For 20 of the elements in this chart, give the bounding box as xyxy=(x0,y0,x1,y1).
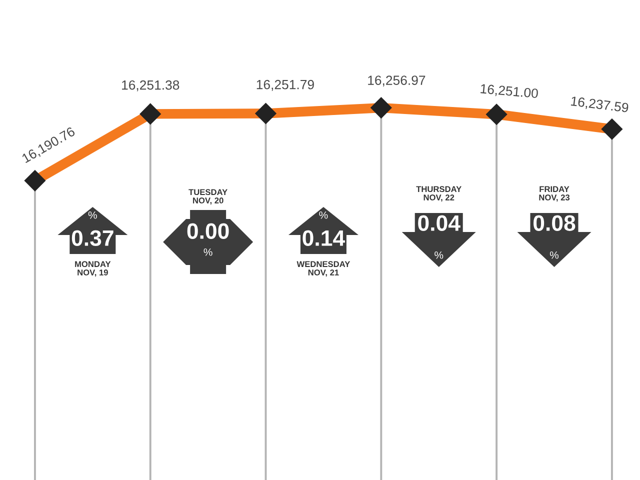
text: WEDNESDAY NOV, 21 xyxy=(296,261,350,277)
text: % xyxy=(319,211,328,219)
text: 0.37 xyxy=(72,230,114,246)
text: 0.04 xyxy=(418,215,460,231)
text: MONDAY NOV, 19 xyxy=(75,261,111,277)
data-label: 16,256.97 xyxy=(368,76,426,87)
text: % xyxy=(204,248,212,256)
text: FRIDAY NOV, 23 xyxy=(539,186,570,202)
data-label: 16,251.79 xyxy=(256,80,314,91)
text: % xyxy=(88,211,97,219)
data-label: 16,251.00 xyxy=(480,84,538,100)
data-label: 16,251.38 xyxy=(122,80,180,92)
text: TUESDAY NOV, 20 xyxy=(188,189,228,205)
data-label: 16,237.59 xyxy=(570,96,629,114)
text: 0.08 xyxy=(534,215,576,231)
text: 0.14 xyxy=(302,230,345,246)
text: THURSDAY NOV, 22 xyxy=(416,186,462,202)
text: % xyxy=(434,251,444,259)
text: 0.00 xyxy=(187,223,229,239)
text: % xyxy=(550,251,559,259)
